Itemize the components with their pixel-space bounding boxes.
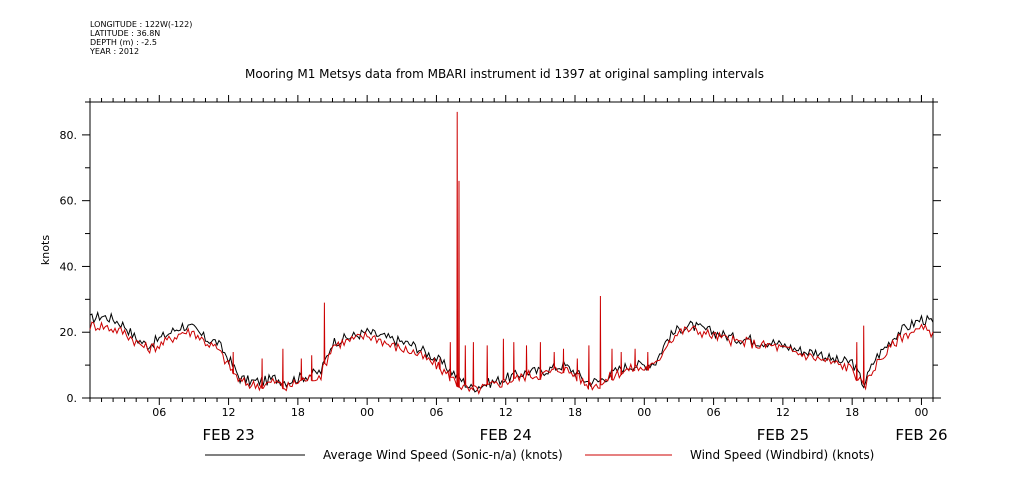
x-tick-label: 00	[360, 406, 374, 419]
x-tick-label: 12	[776, 406, 790, 419]
chart-title: Mooring M1 Metsys data from MBARI instru…	[245, 67, 764, 81]
x-tick-label: 12	[499, 406, 513, 419]
x-tick-label: 06	[152, 406, 166, 419]
legend: Average Wind Speed (Sonic-n/a) (knots) Wi…	[205, 448, 874, 462]
y-tick-label: 40.	[60, 260, 78, 273]
date-label: FEB 25	[757, 426, 809, 444]
x-tick-label: 12	[222, 406, 236, 419]
x-tick-label: 06	[429, 406, 443, 419]
depth-text: DEPTH (m) : -2.5	[90, 38, 157, 47]
x-tick-label: 00	[914, 406, 928, 419]
x-tick-label: 18	[291, 406, 305, 419]
date-label: FEB 24	[480, 426, 532, 444]
x-tick-label: 18	[845, 406, 859, 419]
series-line-windbird	[89, 111, 934, 395]
plot-frame	[89, 101, 934, 399]
y-tick-label: 0.	[67, 392, 78, 405]
axis-labels: 0. 20. 40. 60. 80. knots 06 12 18 00 06 12 18 00 06 12 1…	[39, 129, 948, 444]
y-axis-label: knots	[39, 235, 52, 265]
series-lines	[89, 111, 934, 395]
y-tick-label: 20.	[60, 326, 78, 339]
legend-label: Average Wind Speed (Sonic-n/a) (knots)	[323, 448, 563, 462]
x-tick-label: 00	[637, 406, 651, 419]
longitude-text: LONGITUDE : 122W(-122)	[90, 20, 193, 29]
legend-label: Wind Speed (Windbird) (knots)	[690, 448, 874, 462]
mooring-metadata: LONGITUDE : 122W(-122) LATITUDE : 36.8N …	[90, 20, 192, 56]
y-tick-label: 60.	[60, 195, 78, 208]
y-tick-label: 80.	[60, 129, 78, 142]
x-tick-label: 18	[568, 406, 582, 419]
date-label: FEB 26	[895, 426, 947, 444]
year-text: YEAR : 2012	[90, 47, 140, 56]
axes	[82, 95, 941, 405]
latitude-text: LATITUDE : 36.8N	[90, 29, 161, 38]
series-line-sonic	[89, 310, 934, 393]
x-tick-label: 06	[707, 406, 721, 419]
date-label: FEB 23	[202, 426, 254, 444]
